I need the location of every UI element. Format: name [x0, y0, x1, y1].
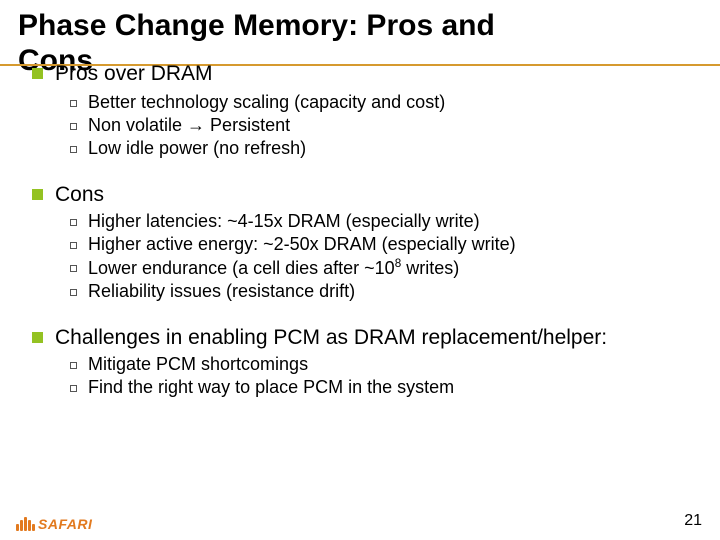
- list-item: Better technology scaling (capacity and …: [70, 92, 692, 113]
- item-text: Lower endurance (a cell dies after ~108 …: [88, 257, 459, 279]
- list-item: Higher latencies: ~4-15x DRAM (especiall…: [70, 211, 692, 232]
- hollow-square-bullet-icon: [70, 265, 77, 272]
- item-text: Reliability issues (resistance drift): [88, 281, 355, 302]
- hollow-square-bullet-icon: [70, 123, 77, 130]
- square-bullet-icon: [32, 332, 43, 343]
- hollow-square-bullet-icon: [70, 100, 77, 107]
- logo-bars-icon: [16, 517, 35, 531]
- hollow-square-bullet-icon: [70, 289, 77, 296]
- item-text: Low idle power (no refresh): [88, 138, 306, 159]
- spacer: [32, 302, 692, 316]
- item-text: Higher latencies: ~4-15x DRAM (especiall…: [88, 211, 480, 232]
- hollow-square-bullet-icon: [70, 146, 77, 153]
- list-item: Non volatile → Persistent: [70, 115, 692, 136]
- hollow-square-bullet-icon: [70, 219, 77, 226]
- hollow-square-bullet-icon: [70, 385, 77, 392]
- logo-text: SAFARI: [38, 516, 92, 532]
- spacer: [32, 159, 692, 173]
- heading-text: Cons: [55, 183, 104, 207]
- hollow-square-bullet-icon: [70, 242, 77, 249]
- list-item: Find the right way to place PCM in the s…: [70, 377, 692, 398]
- heading-text: Pros over DRAM: [55, 62, 213, 86]
- item-text: Non volatile → Persistent: [88, 115, 290, 136]
- safari-logo: SAFARI: [16, 516, 92, 532]
- list-item: Lower endurance (a cell dies after ~108 …: [70, 257, 692, 279]
- section-heading: Challenges in enabling PCM as DRAM repla…: [32, 326, 692, 350]
- item-text: Mitigate PCM shortcomings: [88, 354, 308, 375]
- list-item: Low idle power (no refresh): [70, 138, 692, 159]
- hollow-square-bullet-icon: [70, 362, 77, 369]
- section-heading: Cons: [32, 183, 692, 207]
- item-text: Higher active energy: ~2-50x DRAM (espec…: [88, 234, 516, 255]
- page-number: 21: [684, 512, 702, 530]
- title-line1: Phase Change Memory: Pros and: [18, 9, 495, 42]
- list-item: Mitigate PCM shortcomings: [70, 354, 692, 375]
- item-text: Better technology scaling (capacity and …: [88, 92, 445, 113]
- square-bullet-icon: [32, 189, 43, 200]
- slide: Phase Change Memory: Pros and Cons Pros …: [0, 0, 720, 540]
- list-item: Reliability issues (resistance drift): [70, 281, 692, 302]
- section-heading: Pros over DRAM: [32, 62, 692, 86]
- slide-body: Pros over DRAM Better technology scaling…: [32, 68, 692, 398]
- square-bullet-icon: [32, 68, 43, 79]
- item-text: Find the right way to place PCM in the s…: [88, 377, 454, 398]
- list-item: Higher active energy: ~2-50x DRAM (espec…: [70, 234, 692, 255]
- heading-text: Challenges in enabling PCM as DRAM repla…: [55, 326, 607, 350]
